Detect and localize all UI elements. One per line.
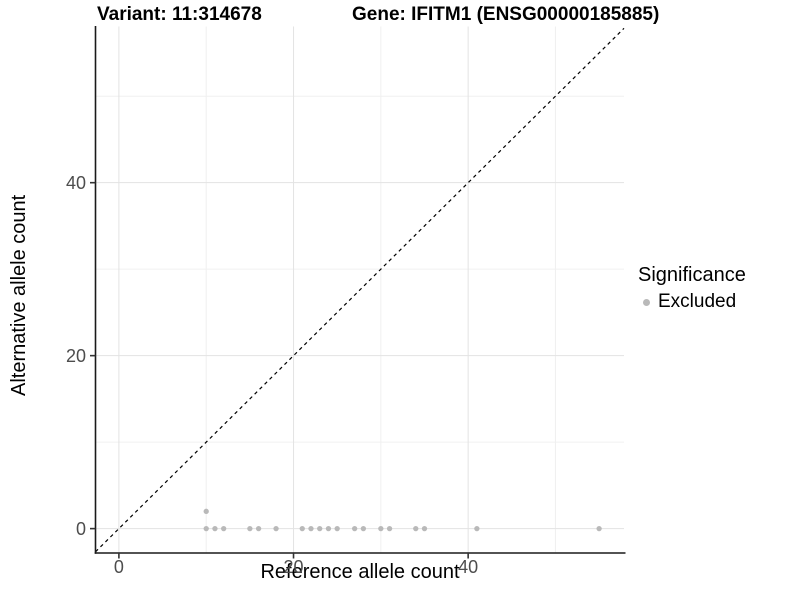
scatter-point <box>299 525 305 532</box>
scatter-point <box>378 525 384 532</box>
plot-title-variant: Variant: 11:314678 <box>97 4 262 25</box>
scatter-point <box>247 525 253 532</box>
x-axis-title: Reference allele count <box>260 561 460 583</box>
legend-item: Excluded <box>638 290 800 314</box>
plot-title-gene: Gene: IFITM1 (ENSG00000185885) <box>352 4 660 25</box>
y-axis-title: Alternative allele count <box>8 194 30 396</box>
identity-line <box>95 27 625 553</box>
x-tick-label: 40 <box>458 557 479 577</box>
y-tick-label: 40 <box>65 172 86 193</box>
scatter-point <box>325 525 332 532</box>
legend: Significance Excluded <box>638 264 800 314</box>
scatter-point <box>203 525 209 532</box>
scatter-point <box>255 525 262 532</box>
scatter-point <box>351 525 358 532</box>
scatter-point <box>421 525 428 532</box>
scatter-point <box>334 525 340 532</box>
legend-item-label: Excluded <box>658 291 737 312</box>
legend-items: Excluded <box>638 290 800 314</box>
y-tick-label: 0 <box>75 518 86 539</box>
scatter-point <box>273 525 279 532</box>
scatter-point <box>317 525 323 532</box>
scatter-point <box>212 525 218 532</box>
scatter-point <box>308 525 314 532</box>
scatter-point <box>386 525 393 532</box>
legend-key <box>638 298 655 306</box>
scatter-point <box>596 525 602 532</box>
scatter-point <box>221 525 227 532</box>
scatter-point <box>360 525 367 532</box>
x-tick-label: 0 <box>113 557 124 577</box>
y-tick-label: 20 <box>65 345 86 366</box>
legend-point-icon <box>643 298 650 306</box>
x-tick-label: 20 <box>283 557 304 577</box>
scatter-point <box>413 525 419 532</box>
scatter-point <box>203 508 209 514</box>
scatter-point <box>474 525 480 532</box>
legend-title: Significance <box>638 264 746 286</box>
